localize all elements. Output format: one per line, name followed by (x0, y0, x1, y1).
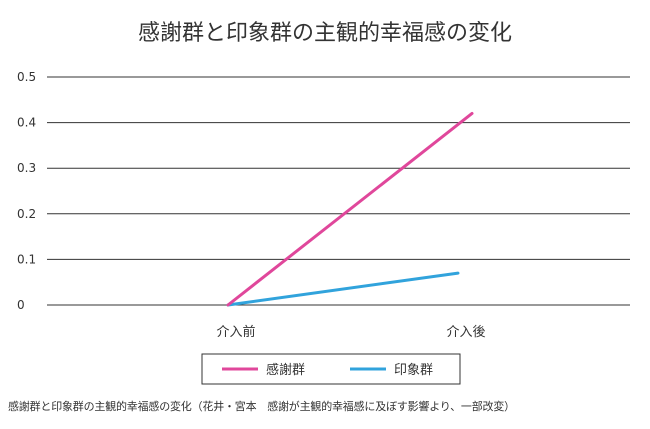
y-tick-label: 0.4 (17, 116, 36, 130)
y-tick-label: 0.3 (17, 161, 36, 175)
grid (47, 76, 630, 306)
y-tick-label: 0 (17, 298, 25, 312)
y-tick-label: 0.1 (17, 252, 36, 266)
figure-caption: 感謝群と印象群の主観的幸福感の変化（花井・宮本 感謝が主観的幸福感に及ぼす影響よ… (8, 400, 515, 413)
x-tick-label: 介入前 (216, 324, 255, 340)
legend-label-0: 感謝群 (266, 362, 305, 378)
x-tick-label: 介入後 (446, 325, 485, 340)
x-axis: 介入前 介入後 (216, 324, 485, 340)
chart-title: 感謝群と印象群の主観的幸福感の変化 (138, 21, 512, 46)
series-group (226, 111, 474, 307)
series-line-1 (226, 271, 460, 307)
legend-label-1: 印象群 (394, 363, 433, 378)
y-axis: 0 0.1 0.2 0.3 0.4 0.5 (17, 70, 36, 312)
y-tick-label: 0.2 (17, 207, 36, 221)
legend: 感謝群 印象群 (201, 353, 461, 385)
series-line-0 (226, 111, 474, 307)
y-tick-label: 0.5 (17, 70, 36, 84)
